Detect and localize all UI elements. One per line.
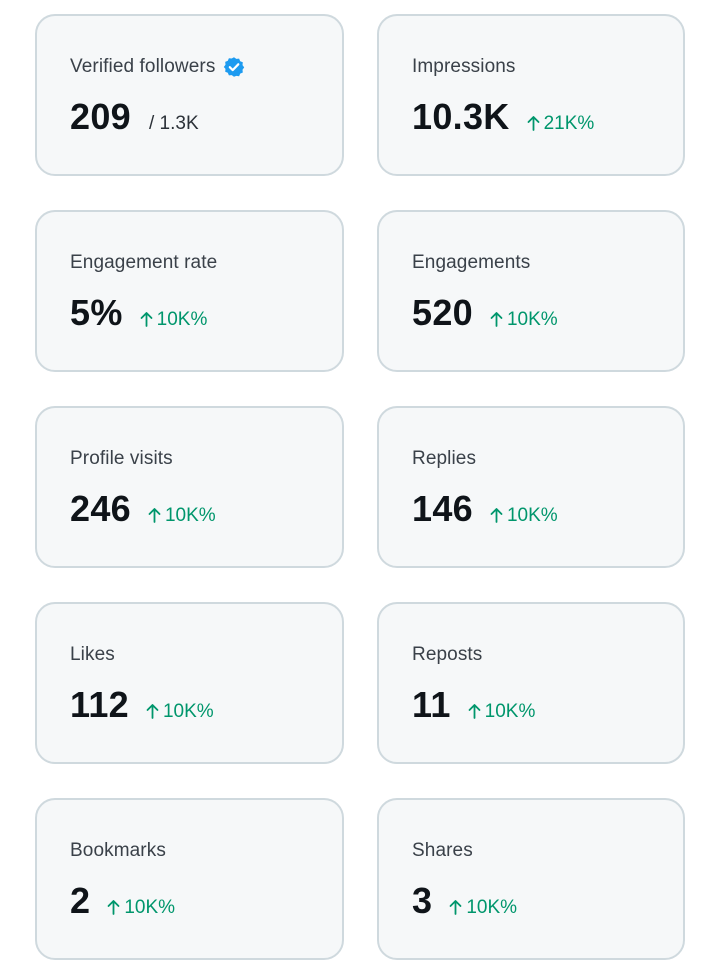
metric-label: Engagement rate bbox=[70, 252, 218, 273]
metric-delta-value: 10K% bbox=[162, 701, 214, 722]
metric-card-engagement-rate[interactable]: Engagement rate 5% 10K% bbox=[35, 210, 344, 372]
metric-label-row: Engagements bbox=[412, 250, 683, 276]
metric-value: 112 bbox=[70, 684, 129, 725]
metric-card-impressions[interactable]: Impressions 10.3K 21K% bbox=[377, 14, 685, 176]
metric-value: 520 bbox=[412, 292, 473, 333]
arrow-up-icon bbox=[107, 900, 120, 915]
metric-total: / 1.3K bbox=[148, 113, 199, 134]
arrow-up-icon bbox=[146, 704, 159, 719]
metric-label: Reposts bbox=[412, 644, 483, 665]
metric-value-row: 11 10K% bbox=[412, 684, 683, 726]
metric-delta: 10K% bbox=[107, 897, 175, 919]
metric-label-row: Engagement rate bbox=[70, 250, 342, 276]
metric-label: Verified followers bbox=[70, 56, 216, 77]
metric-label: Engagements bbox=[412, 252, 531, 273]
metric-value-row: 10.3K 21K% bbox=[412, 96, 683, 138]
metric-card-reposts[interactable]: Reposts 11 10K% bbox=[377, 602, 685, 764]
metric-delta: 21K% bbox=[527, 113, 595, 135]
metric-value-row: 209 / 1.3K bbox=[70, 96, 342, 138]
metric-label: Profile visits bbox=[70, 448, 173, 469]
verified-badge-icon bbox=[224, 57, 245, 77]
metric-label-row: Profile visits bbox=[70, 446, 342, 472]
metric-value-row: 112 10K% bbox=[70, 684, 342, 726]
metric-delta-value: 10K% bbox=[466, 897, 518, 918]
metric-delta: 10K% bbox=[490, 505, 558, 527]
metric-delta: 10K% bbox=[148, 505, 216, 527]
metric-card-bookmarks[interactable]: Bookmarks 2 10K% bbox=[35, 798, 344, 960]
metric-card-verified-followers[interactable]: Verified followers 209 / 1.3K bbox=[35, 14, 344, 176]
arrow-up-icon bbox=[148, 508, 161, 523]
metric-label: Impressions bbox=[412, 56, 516, 77]
metric-label-row: Reposts bbox=[412, 642, 683, 668]
metric-delta-value: 10K% bbox=[484, 701, 536, 722]
arrow-up-icon bbox=[468, 704, 481, 719]
metric-label-row: Shares bbox=[412, 838, 683, 864]
metric-delta-value: 10K% bbox=[164, 505, 216, 526]
metric-delta: 10K% bbox=[146, 701, 214, 723]
metric-delta-value: 21K% bbox=[543, 113, 595, 134]
metric-value-row: 520 10K% bbox=[412, 292, 683, 334]
metric-value: 209 bbox=[70, 96, 131, 137]
metric-value-row: 5% 10K% bbox=[70, 292, 342, 334]
metric-delta-value: 10K% bbox=[156, 309, 208, 330]
metric-label: Likes bbox=[70, 644, 115, 665]
metric-label-row: Verified followers bbox=[70, 54, 342, 80]
metric-label-row: Impressions bbox=[412, 54, 683, 80]
metric-delta: 10K% bbox=[490, 309, 558, 331]
metric-label: Replies bbox=[412, 448, 477, 469]
metric-delta: 10K% bbox=[140, 309, 208, 331]
metric-value-row: 3 10K% bbox=[412, 880, 683, 922]
metric-delta-value: 10K% bbox=[506, 505, 558, 526]
metric-value-row: 146 10K% bbox=[412, 488, 683, 530]
arrow-up-icon bbox=[490, 312, 503, 327]
metric-value: 5% bbox=[70, 292, 123, 333]
arrow-up-icon bbox=[490, 508, 503, 523]
metric-value: 146 bbox=[412, 488, 473, 529]
metric-card-engagements[interactable]: Engagements 520 10K% bbox=[377, 210, 685, 372]
metric-value: 10.3K bbox=[412, 96, 510, 137]
metric-label-row: Bookmarks bbox=[70, 838, 342, 864]
metric-delta-value: 10K% bbox=[506, 309, 558, 330]
metrics-grid: Verified followers 209 / 1.3K Impression… bbox=[35, 14, 685, 960]
metric-value-row: 2 10K% bbox=[70, 880, 342, 922]
metric-value: 3 bbox=[412, 880, 433, 921]
metric-delta: 10K% bbox=[449, 897, 517, 919]
metric-value: 246 bbox=[70, 488, 131, 529]
metric-card-likes[interactable]: Likes 112 10K% bbox=[35, 602, 344, 764]
arrow-up-icon bbox=[449, 900, 462, 915]
metric-label: Bookmarks bbox=[70, 840, 166, 861]
metric-card-profile-visits[interactable]: Profile visits 246 10K% bbox=[35, 406, 344, 568]
metric-label-row: Replies bbox=[412, 446, 683, 472]
arrow-up-icon bbox=[140, 312, 153, 327]
arrow-up-icon bbox=[527, 116, 539, 131]
metric-delta: 10K% bbox=[468, 701, 536, 723]
metric-label: Shares bbox=[412, 840, 473, 861]
metric-delta-value: 10K% bbox=[124, 897, 176, 918]
metric-value: 2 bbox=[70, 880, 91, 921]
metric-card-replies[interactable]: Replies 146 10K% bbox=[377, 406, 685, 568]
metric-value: 11 bbox=[412, 684, 451, 725]
metric-label-row: Likes bbox=[70, 642, 342, 668]
metric-value-row: 246 10K% bbox=[70, 488, 342, 530]
metric-card-shares[interactable]: Shares 3 10K% bbox=[377, 798, 685, 960]
